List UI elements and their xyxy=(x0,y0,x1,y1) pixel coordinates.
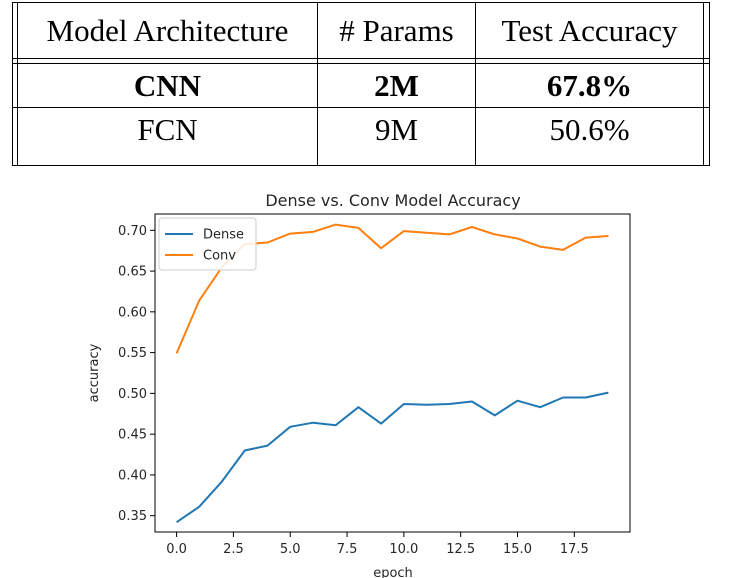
chart-title: Dense vs. Conv Model Accuracy xyxy=(265,191,520,210)
x-tick-label: 2.5 xyxy=(223,542,244,557)
row-rule xyxy=(12,107,710,108)
y-axis-label: accuracy xyxy=(87,343,102,402)
table-border-left xyxy=(12,2,13,166)
y-axis: 0.35 0.40 0.45 0.50 0.55 0.60 0.65 0.70 xyxy=(118,224,155,524)
plot-frame xyxy=(154,213,631,533)
cell-model-fcn: FCN xyxy=(137,112,198,147)
table-border-left-inner xyxy=(17,2,18,166)
y-tick-label: 0.55 xyxy=(118,346,147,361)
x-tick-label: 12.5 xyxy=(446,542,475,557)
header-rule-double xyxy=(12,63,710,64)
header-model-architecture: Model Architecture xyxy=(46,12,289,48)
cell-params-cnn: 2M xyxy=(374,67,419,103)
x-tick-label: 7.5 xyxy=(337,542,358,557)
y-tick-label: 0.35 xyxy=(118,509,147,524)
cell-params-fcn: 9M xyxy=(374,112,419,147)
y-tick-label: 0.45 xyxy=(118,428,147,443)
results-table: Model Architecture # Params Test Accurac… xyxy=(12,2,710,166)
table-border-right xyxy=(709,2,710,166)
accuracy-line-chart: Dense vs. Conv Model Accuracy 0.350.400.… xyxy=(87,191,631,578)
table-top-rule xyxy=(12,2,710,3)
y-tick-label: 0.65 xyxy=(118,265,147,280)
header-rule xyxy=(12,58,710,59)
y-tick-label: 0.40 xyxy=(118,468,147,483)
cell-accuracy-cnn: 67.8% xyxy=(546,67,633,103)
x-tick-label: 15.0 xyxy=(503,542,532,557)
header-test-accuracy: Test Accuracy xyxy=(501,12,678,48)
legend-label-conv: Conv xyxy=(203,249,236,264)
x-tick-label: 10.0 xyxy=(389,542,418,557)
column-divider xyxy=(475,2,476,166)
legend-box xyxy=(158,217,257,271)
legend: Dense Conv xyxy=(158,217,257,271)
table-bottom-rule xyxy=(12,165,710,166)
x-axis-label: epoch xyxy=(373,566,413,578)
table-border-right-inner xyxy=(703,2,704,166)
cell-accuracy-fcn: 50.6% xyxy=(549,112,630,147)
x-tick-label: 17.5 xyxy=(560,542,589,557)
y-tick-label: 0.60 xyxy=(118,305,147,320)
header-params: # Params xyxy=(339,12,454,48)
x-tick-label: 5.0 xyxy=(280,542,301,557)
x-tick-label: 0.0 xyxy=(166,542,187,557)
x-axis: 0.0 2.5 5.0 7.5 10.0 12.5 15.0 17.5 xyxy=(166,532,589,557)
series-line-dense xyxy=(176,391,609,524)
y-tick-label: 0.50 xyxy=(118,387,147,402)
y-tick-label: 0.70 xyxy=(118,224,147,239)
legend-label-dense: Dense xyxy=(203,228,244,243)
cell-model-cnn: CNN xyxy=(133,67,202,103)
column-divider xyxy=(317,2,318,166)
